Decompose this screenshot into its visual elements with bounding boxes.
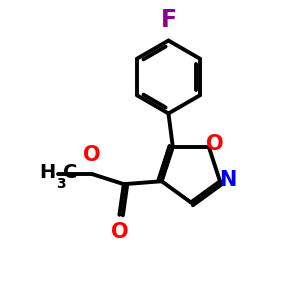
- Text: H: H: [40, 163, 56, 182]
- Text: C: C: [63, 163, 78, 182]
- Text: O: O: [83, 145, 101, 165]
- Text: O: O: [111, 222, 128, 242]
- Text: N: N: [219, 170, 237, 190]
- Text: O: O: [206, 134, 224, 154]
- Text: F: F: [160, 8, 176, 32]
- Text: 3: 3: [56, 178, 65, 191]
